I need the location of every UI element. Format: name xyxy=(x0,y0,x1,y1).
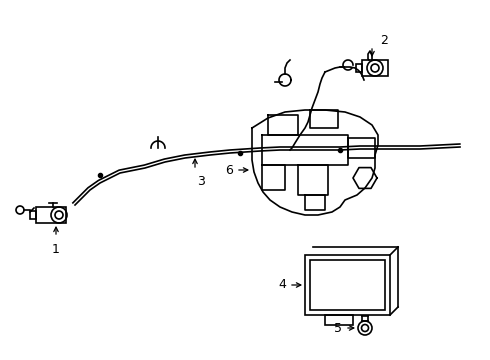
Text: 5: 5 xyxy=(334,321,342,334)
Text: 6: 6 xyxy=(225,163,233,176)
Text: 1: 1 xyxy=(52,243,60,256)
Text: 4: 4 xyxy=(278,279,286,292)
Text: 3: 3 xyxy=(197,175,205,188)
Text: 2: 2 xyxy=(380,33,388,46)
